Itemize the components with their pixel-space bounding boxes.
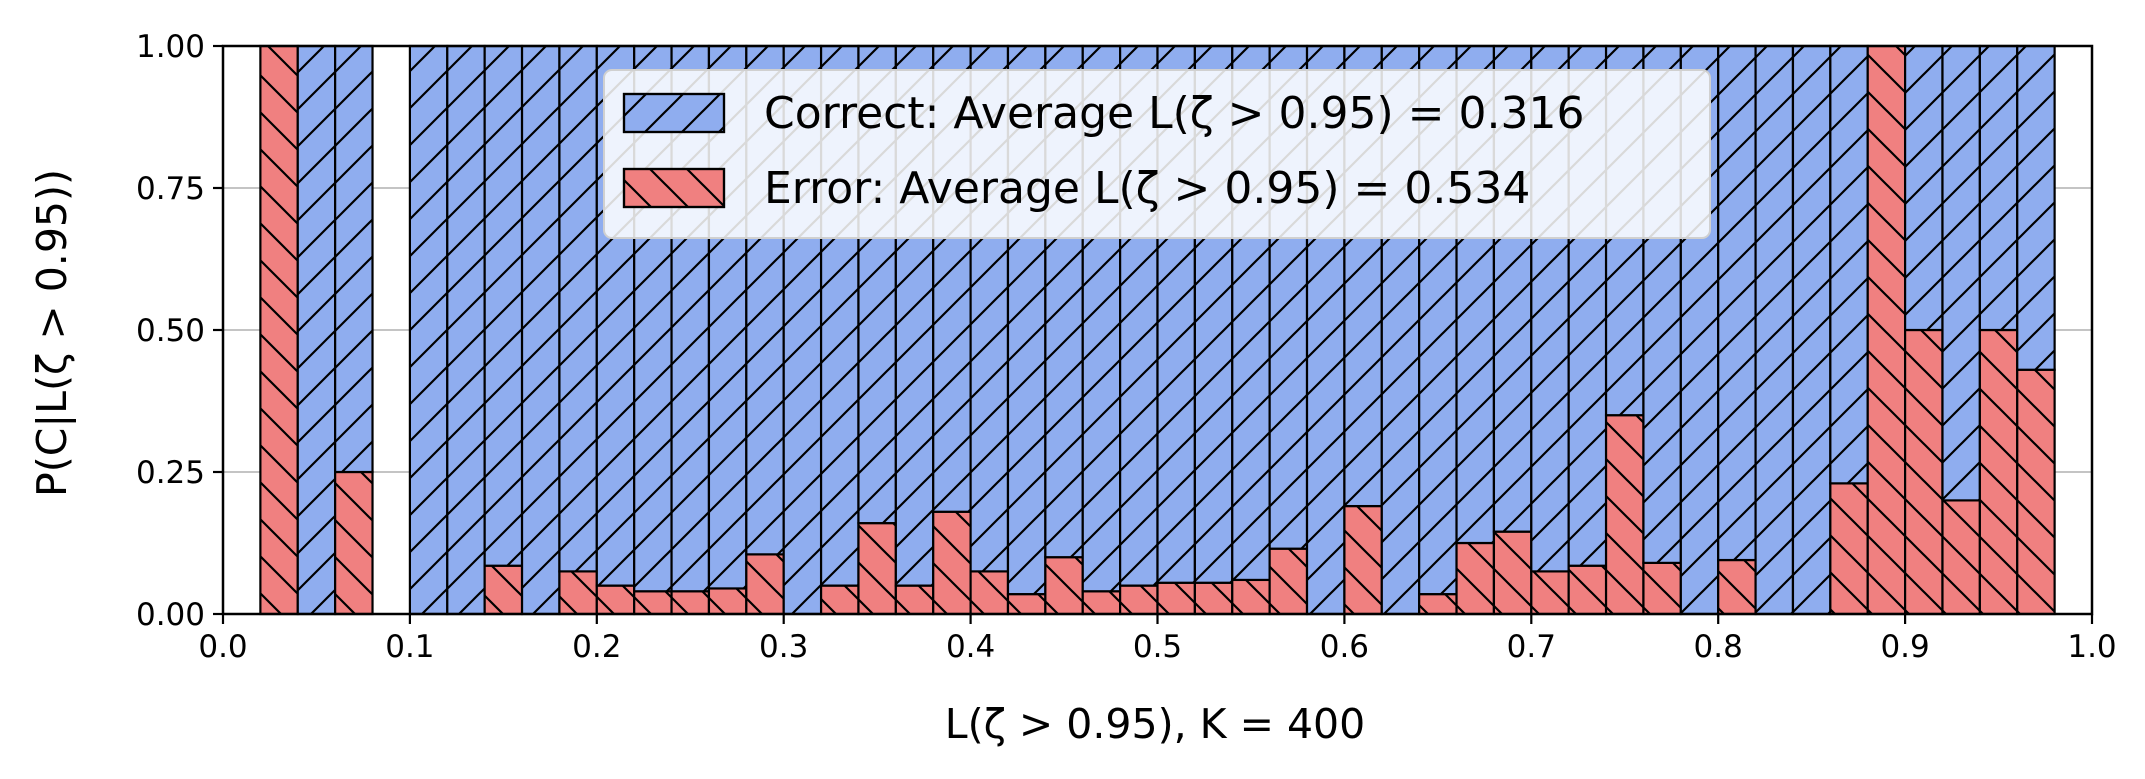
error-bar-outline bbox=[334, 470, 374, 616]
legend-box bbox=[603, 69, 1711, 239]
error-bar-outline bbox=[259, 44, 299, 616]
axis-ticks: 0.0 0.1 0.2 0.3 0.4 0.5 0.6 0.7 0.8 0.9 1.0 0.00 0.2… bbox=[136, 29, 2117, 665]
error-bar-outline bbox=[1717, 558, 1757, 616]
correct-bar-outline bbox=[1978, 44, 2019, 332]
x-tick-label: 0.5 bbox=[1133, 629, 1182, 665]
y-tick-label: 0.75 bbox=[136, 171, 205, 207]
x-tick-label: 0.1 bbox=[385, 629, 434, 665]
error-bar-outline bbox=[595, 584, 636, 616]
error-bar-outline bbox=[1530, 570, 1570, 616]
error-bar-outline bbox=[969, 570, 1010, 616]
error-bar-outline bbox=[1044, 556, 1084, 616]
correct-bar-outline bbox=[408, 44, 449, 616]
error-bar-outline bbox=[1941, 499, 1981, 616]
legend-swatch-error-hatch bbox=[622, 167, 726, 209]
error-bar-outline bbox=[1193, 581, 1234, 616]
error-bar-outline bbox=[1231, 578, 1271, 616]
correct-bar-outline bbox=[483, 44, 524, 567]
error-bar-outline bbox=[1903, 328, 1944, 616]
error-bar-outline bbox=[1866, 44, 1907, 616]
correct-bar-outline bbox=[334, 44, 374, 474]
error-bar-outline bbox=[1829, 482, 1869, 616]
error-bar-outline bbox=[633, 590, 673, 616]
correct-bar-outline bbox=[446, 44, 486, 616]
error-bar-outline bbox=[1492, 530, 1533, 616]
y-tick-label: 0.25 bbox=[136, 455, 205, 491]
x-tick-label: 1.0 bbox=[2067, 629, 2116, 665]
y-axis-label: P(C|L(ζ > 0.95)) bbox=[28, 169, 76, 497]
correct-bar-outline bbox=[520, 44, 561, 616]
correct-bar-outline bbox=[1791, 44, 1832, 616]
error-bar-outline bbox=[1006, 593, 1047, 616]
error-bar-outline bbox=[1156, 581, 1196, 616]
x-tick-label: 0.6 bbox=[1320, 629, 1369, 665]
error-bar-outline bbox=[932, 510, 972, 616]
x-tick-label: 0.9 bbox=[1880, 629, 1929, 665]
error-bar-outline bbox=[1978, 328, 2019, 616]
correct-bar-outline bbox=[2016, 44, 2056, 371]
x-tick-label: 0.8 bbox=[1694, 629, 1743, 665]
error-bar-outline bbox=[894, 584, 935, 616]
error-bar-outline bbox=[857, 522, 897, 616]
error-bar-outline bbox=[819, 584, 860, 616]
x-tick-label: 0.0 bbox=[198, 629, 247, 665]
correct-bar-outline bbox=[1903, 44, 1944, 332]
error-bar-outline bbox=[1268, 547, 1309, 616]
legend-label-error: Error: Average L(ζ > 0.95) = 0.534 bbox=[764, 163, 1530, 214]
correct-bar-outline bbox=[1754, 44, 1795, 616]
correct-bar-outline bbox=[1941, 44, 1981, 502]
correct-bar-outline bbox=[558, 44, 598, 573]
error-bar-outline bbox=[1418, 593, 1458, 616]
x-tick-label: 0.4 bbox=[946, 629, 995, 665]
correct-bar-outline bbox=[296, 44, 337, 616]
legend-swatch-correct-hatch bbox=[622, 92, 726, 134]
y-tick-label: 0.50 bbox=[136, 313, 205, 349]
correct-bar-outline bbox=[1717, 44, 1757, 562]
error-bar-outline bbox=[2016, 368, 2056, 616]
error-bar-outline bbox=[1642, 561, 1682, 616]
error-bar-outline bbox=[1604, 414, 1645, 616]
error-bar-outline bbox=[483, 564, 524, 616]
legend: Correct: Average L(ζ > 0.95) = 0.316 Err… bbox=[603, 69, 1711, 239]
x-tick-label: 0.3 bbox=[759, 629, 808, 665]
error-bar-outline bbox=[1081, 590, 1122, 616]
correct-bar-outline bbox=[1829, 44, 1869, 485]
y-tick-label: 0.00 bbox=[136, 597, 205, 633]
y-tick-label: 1.00 bbox=[136, 29, 205, 65]
error-bar-outline bbox=[1343, 504, 1383, 616]
legend-label-correct: Correct: Average L(ζ > 0.95) = 0.316 bbox=[764, 88, 1584, 139]
x-tick-label: 0.2 bbox=[572, 629, 621, 665]
error-bar-outline bbox=[670, 590, 711, 616]
error-bar-outline bbox=[1567, 564, 1608, 616]
x-axis-label: L(ζ > 0.95), K = 400 bbox=[945, 700, 1365, 748]
error-bar-outline bbox=[707, 587, 748, 616]
error-bar-outline bbox=[1455, 541, 1496, 616]
error-bar-outline bbox=[745, 553, 785, 616]
error-bar-outline bbox=[558, 570, 598, 616]
x-tick-label: 0.7 bbox=[1507, 629, 1556, 665]
error-bar-outline bbox=[1119, 584, 1159, 616]
